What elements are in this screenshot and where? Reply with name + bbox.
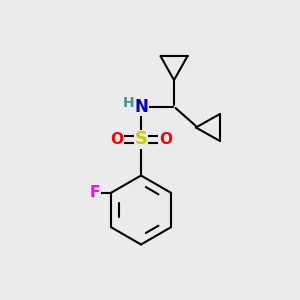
Text: H: H [123, 96, 134, 110]
Text: O: O [159, 132, 172, 147]
Text: F: F [89, 185, 100, 200]
Text: N: N [134, 98, 148, 116]
Text: S: S [134, 130, 148, 148]
Text: O: O [110, 132, 123, 147]
